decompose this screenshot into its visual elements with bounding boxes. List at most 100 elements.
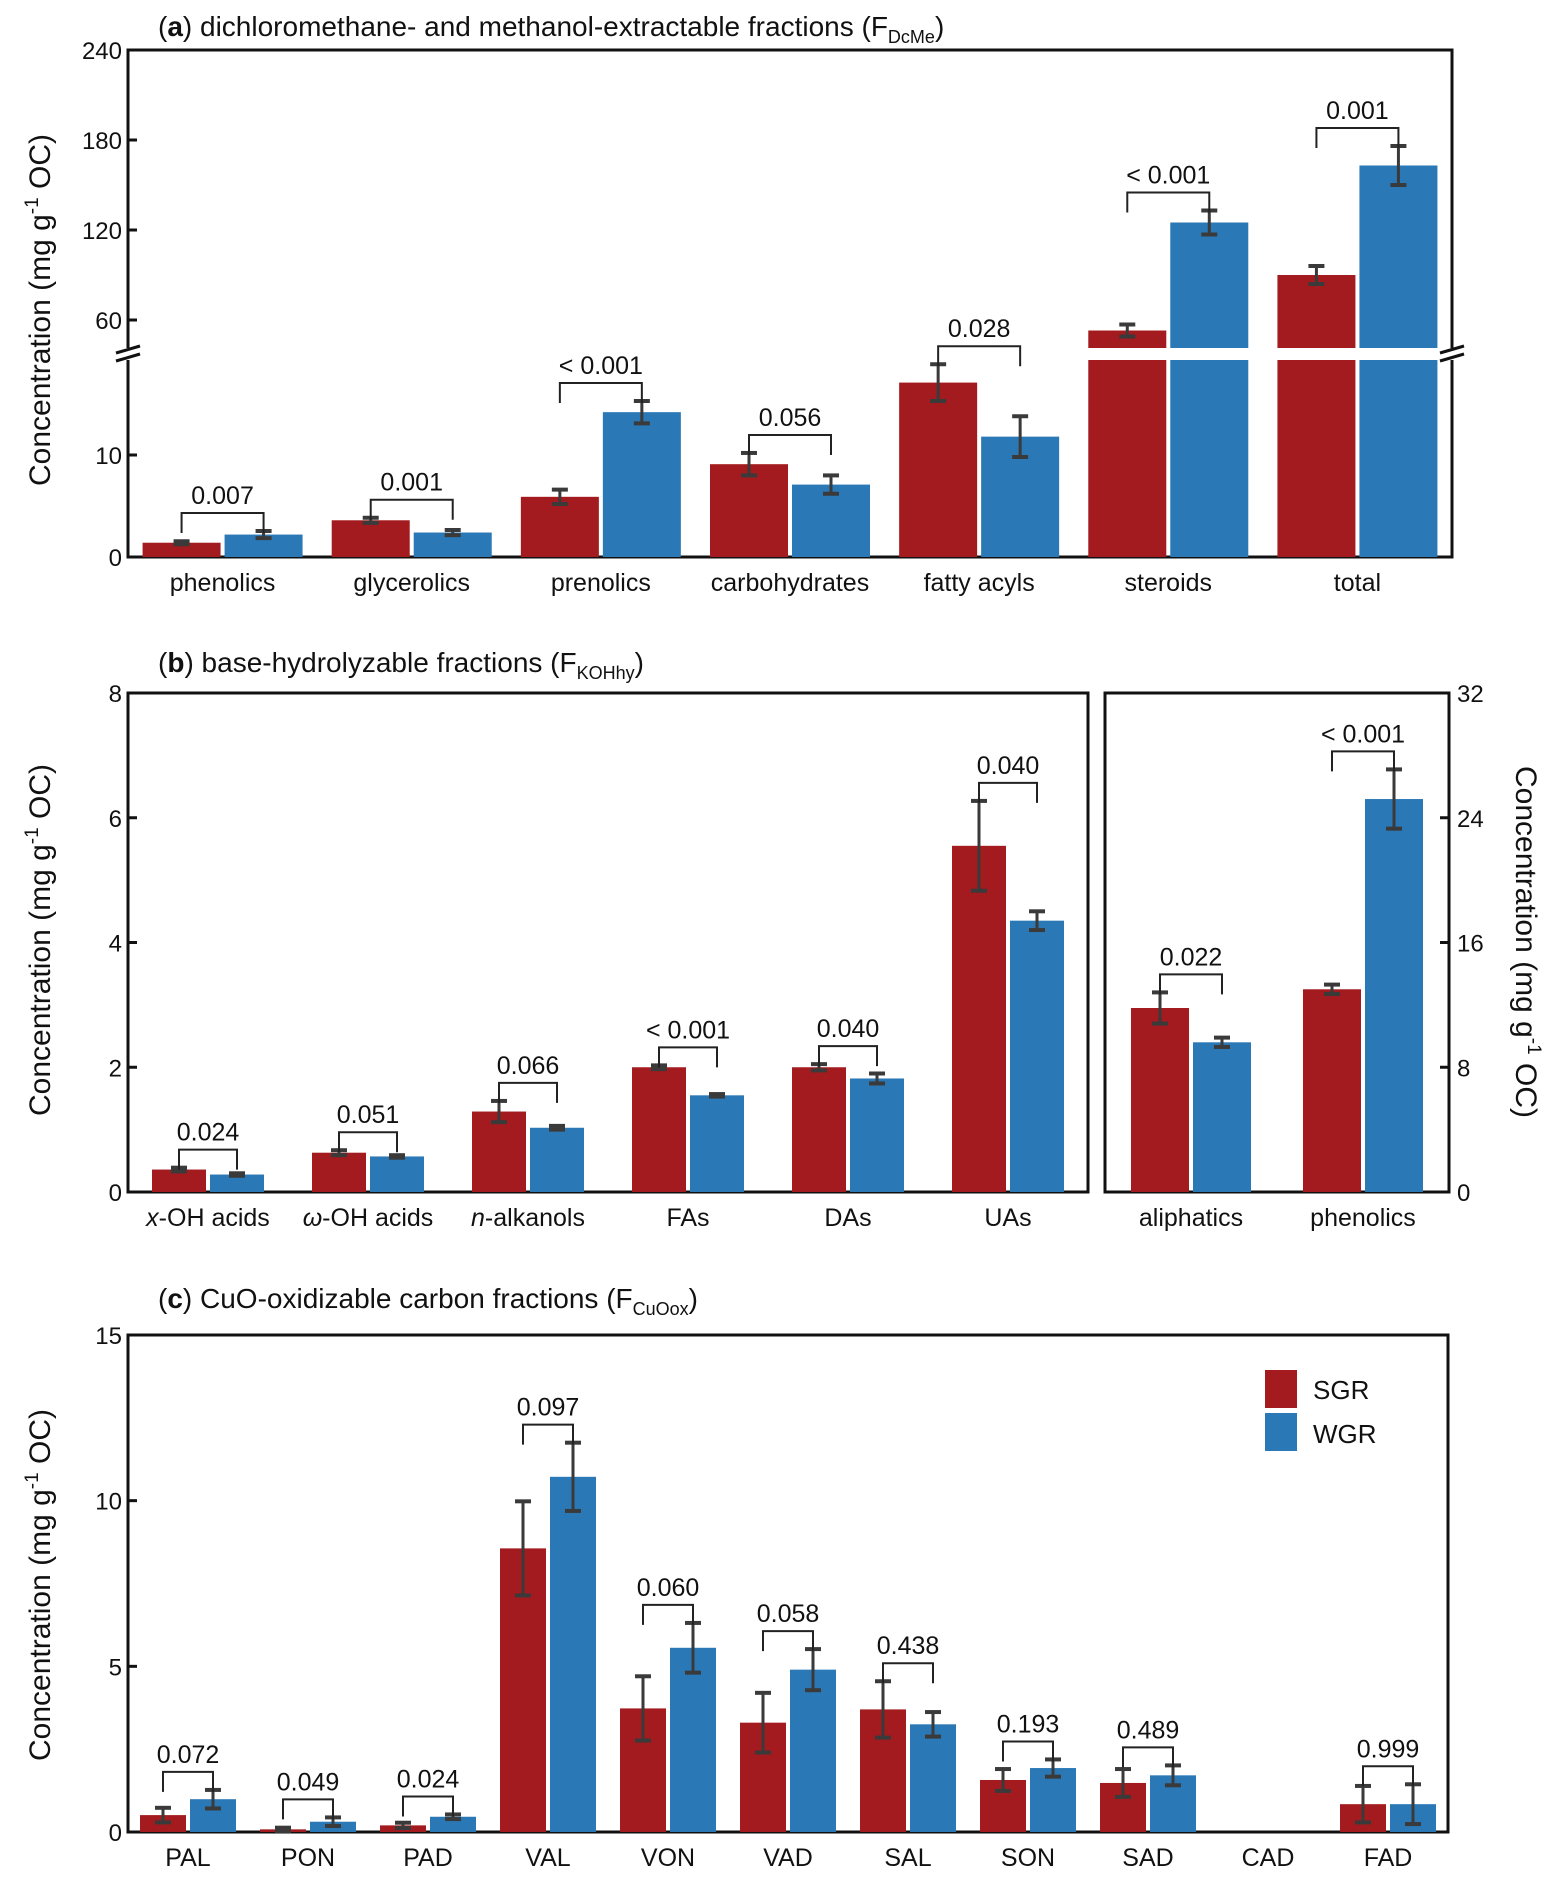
x-tick-label: ω-OH acids <box>303 1204 434 1232</box>
significance-bracket <box>1331 750 1395 772</box>
x-tick-label: DAs <box>824 1204 871 1232</box>
significance-bracket <box>522 1423 574 1445</box>
y-tick-label: 120 <box>82 218 122 245</box>
y-axis-label: Concentration (mg g-1 OC) <box>22 764 57 1116</box>
bar-sgr <box>520 496 599 557</box>
panel-b-right-plot: aliphatics 0.022 phenolics < 0.001 0 8 16 24 32 C… <box>1103 681 1544 1232</box>
bar-wgr <box>792 484 870 557</box>
axis-break-mark <box>115 344 141 355</box>
legend-label-wgr: WGR <box>1313 1419 1377 1449</box>
x-tick-label: aliphatics <box>1139 1204 1243 1232</box>
y-tick-label: 6 <box>109 806 122 833</box>
axis-break-gap <box>1276 348 1357 360</box>
legend-label-sgr: SGR <box>1313 1375 1369 1405</box>
y-tick-label: 16 <box>1457 931 1484 958</box>
y-tick-label: 32 <box>1457 681 1484 708</box>
y-axis-label: Concentration (mg g-1 OC) <box>1509 766 1544 1118</box>
p-value-label: 0.040 <box>977 752 1040 780</box>
x-tick-label: SAD <box>1122 1844 1173 1872</box>
significance-bracket <box>402 1795 454 1817</box>
p-value-label: 0.097 <box>517 1394 580 1422</box>
x-tick-label: SON <box>1001 1844 1055 1872</box>
panel-a: (a) dichloromethane- and methanol-extrac… <box>22 11 1465 597</box>
significance-bracket <box>1002 1740 1054 1762</box>
axis-break-mark <box>115 352 141 363</box>
y-tick-label: 4 <box>109 931 122 958</box>
bar-sgr <box>142 542 221 557</box>
legend: SGR WGR <box>1265 1370 1377 1451</box>
plot-frame <box>126 1333 1450 1834</box>
y-tick-label: 10 <box>95 443 122 470</box>
x-tick-label: PON <box>281 1844 335 1872</box>
bar-sgr <box>1277 275 1356 557</box>
y-tick-label: 60 <box>95 308 122 335</box>
significance-bracket <box>558 381 643 403</box>
panel-c-title: (c) CuO-oxidizable carbon fractions (FCu… <box>158 1283 698 1319</box>
x-tick-label: VON <box>641 1844 695 1872</box>
bar-wgr <box>550 1476 596 1832</box>
significance-bracket <box>1362 1765 1414 1787</box>
p-value-label: 0.024 <box>397 1765 460 1793</box>
plot-frame <box>126 691 1090 1194</box>
p-value-label: 0.001 <box>1326 97 1389 125</box>
legend-swatch-wgr <box>1265 1413 1297 1451</box>
bar-sgr <box>472 1111 526 1192</box>
y-tick-label: 15 <box>95 1323 122 1350</box>
bar-wgr <box>210 1174 264 1192</box>
panel-c: (c) CuO-oxidizable carbon fractions (FCu… <box>22 1283 1450 1872</box>
significance-bracket <box>1315 127 1400 148</box>
significance-bracket <box>882 1662 934 1684</box>
plot-frame <box>126 48 1454 559</box>
bar-sgr <box>952 845 1006 1192</box>
axis-break-gap <box>1358 348 1439 360</box>
panel-c-plot: PAL 0.072 PON 0.049 PAD 0.024 VAL 0.097 VON 0.060… <box>22 1323 1450 1872</box>
p-value-label: 0.001 <box>380 469 443 497</box>
x-tick-label: SAL <box>884 1844 931 1872</box>
x-tick-label: n-alkanols <box>471 1204 585 1232</box>
p-value-label: 0.040 <box>817 1015 880 1043</box>
y-tick-label: 0 <box>1457 1180 1470 1207</box>
p-value-label: 0.072 <box>157 1741 220 1769</box>
bar-wgr <box>790 1669 836 1832</box>
bar-wgr <box>670 1647 716 1832</box>
x-tick-label: phenolics <box>170 569 276 597</box>
bar-sgr <box>331 520 410 557</box>
x-tick-label: prenolics <box>551 569 651 597</box>
panel-b: (b) base-hydrolyzable fractions (FKOHhy)… <box>22 647 1544 1232</box>
y-tick-label: 10 <box>95 1489 122 1516</box>
significance-bracket <box>282 1798 334 1820</box>
bar-sgr <box>710 464 788 557</box>
axis-break-gap <box>1169 348 1250 360</box>
y-axis-label: Concentration (mg g-1 OC) <box>22 134 57 486</box>
axis-break-mark <box>1439 352 1465 363</box>
bar-wgr <box>1170 222 1249 557</box>
y-tick-label: 0 <box>109 1180 122 1207</box>
bar-sgr <box>1303 989 1361 1192</box>
significance-bracket <box>642 1603 694 1625</box>
bar-wgr <box>1365 799 1423 1192</box>
y-tick-label: 0 <box>109 1820 122 1847</box>
significance-bracket <box>748 433 832 455</box>
bar-wgr <box>224 534 303 557</box>
p-value-label: < 0.001 <box>559 352 643 380</box>
bar-wgr <box>1030 1768 1076 1832</box>
x-tick-label: FAD <box>1364 1844 1413 1872</box>
significance-bracket <box>1122 1746 1174 1768</box>
p-value-label: 0.193 <box>997 1710 1060 1738</box>
bar-wgr <box>602 412 681 557</box>
legend-swatch-sgr <box>1265 1370 1297 1408</box>
x-tick-label: FAs <box>666 1204 709 1232</box>
bar-sgr <box>899 382 978 557</box>
x-tick-label: CAD <box>1242 1844 1295 1872</box>
significance-bracket <box>162 1770 214 1792</box>
significance-bracket <box>338 1131 398 1153</box>
significance-bracket <box>818 1045 878 1067</box>
bar-sgr <box>152 1169 206 1192</box>
x-tick-label: glycerolics <box>353 569 470 597</box>
x-tick-label: PAL <box>165 1844 210 1872</box>
y-axis-label: Concentration (mg g-1 OC) <box>22 1409 57 1761</box>
significance-bracket <box>180 511 265 533</box>
bar-sgr <box>1131 1007 1189 1192</box>
significance-bracket <box>498 1081 558 1103</box>
bar-sgr <box>632 1067 686 1192</box>
